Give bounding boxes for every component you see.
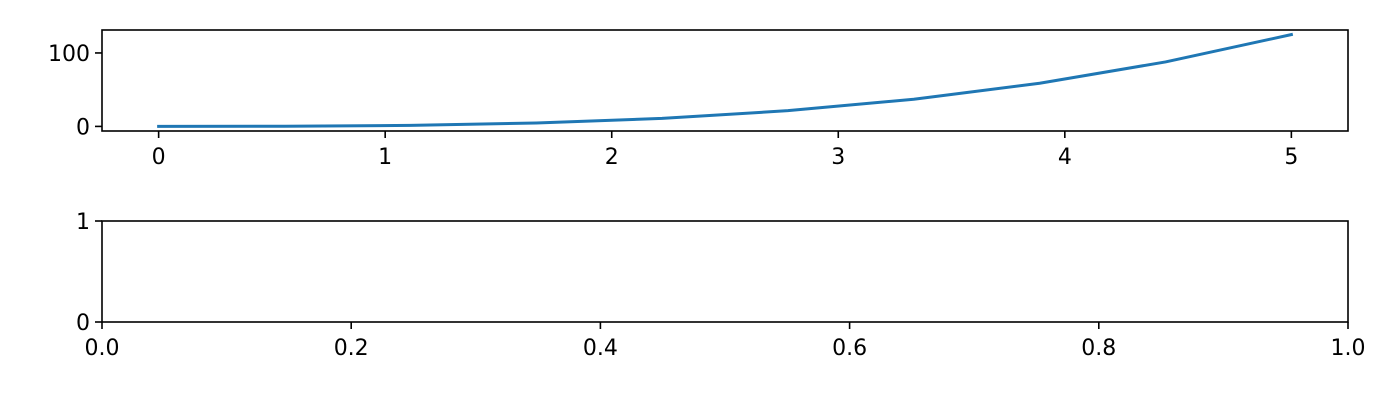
y-tick-label: 1 (76, 210, 90, 235)
y-tick-label: 0 (76, 115, 90, 140)
x-tick-label: 1 (378, 145, 392, 170)
x-tick-label: 0 (152, 145, 166, 170)
x-tick-label: 0.2 (334, 336, 369, 361)
y-tick-label: 0 (76, 311, 90, 336)
bottom-axes: 0.0 0.2 0.4 0.6 0.8 1.0 0 1 (76, 210, 1366, 361)
axes-frame (101, 220, 1349, 323)
x-tick-label: 5 (1284, 145, 1298, 170)
top-axes: 0 1 2 3 4 5 0 100 (48, 29, 1349, 170)
x-tick-label: 1.0 (1331, 336, 1366, 361)
x-tick-label: 4 (1058, 145, 1072, 170)
x-tick-label: 3 (831, 145, 845, 170)
series-line-0 (157, 32, 1294, 128)
x-tick-label: 0.0 (85, 336, 120, 361)
x-tick-label: 0.8 (1081, 336, 1116, 361)
x-tick-label: 2 (605, 145, 619, 170)
x-tick-label: 0.6 (832, 336, 867, 361)
y-tick-label: 100 (48, 42, 90, 67)
axes-frame (101, 29, 1349, 132)
x-tick-label: 0.4 (583, 336, 618, 361)
